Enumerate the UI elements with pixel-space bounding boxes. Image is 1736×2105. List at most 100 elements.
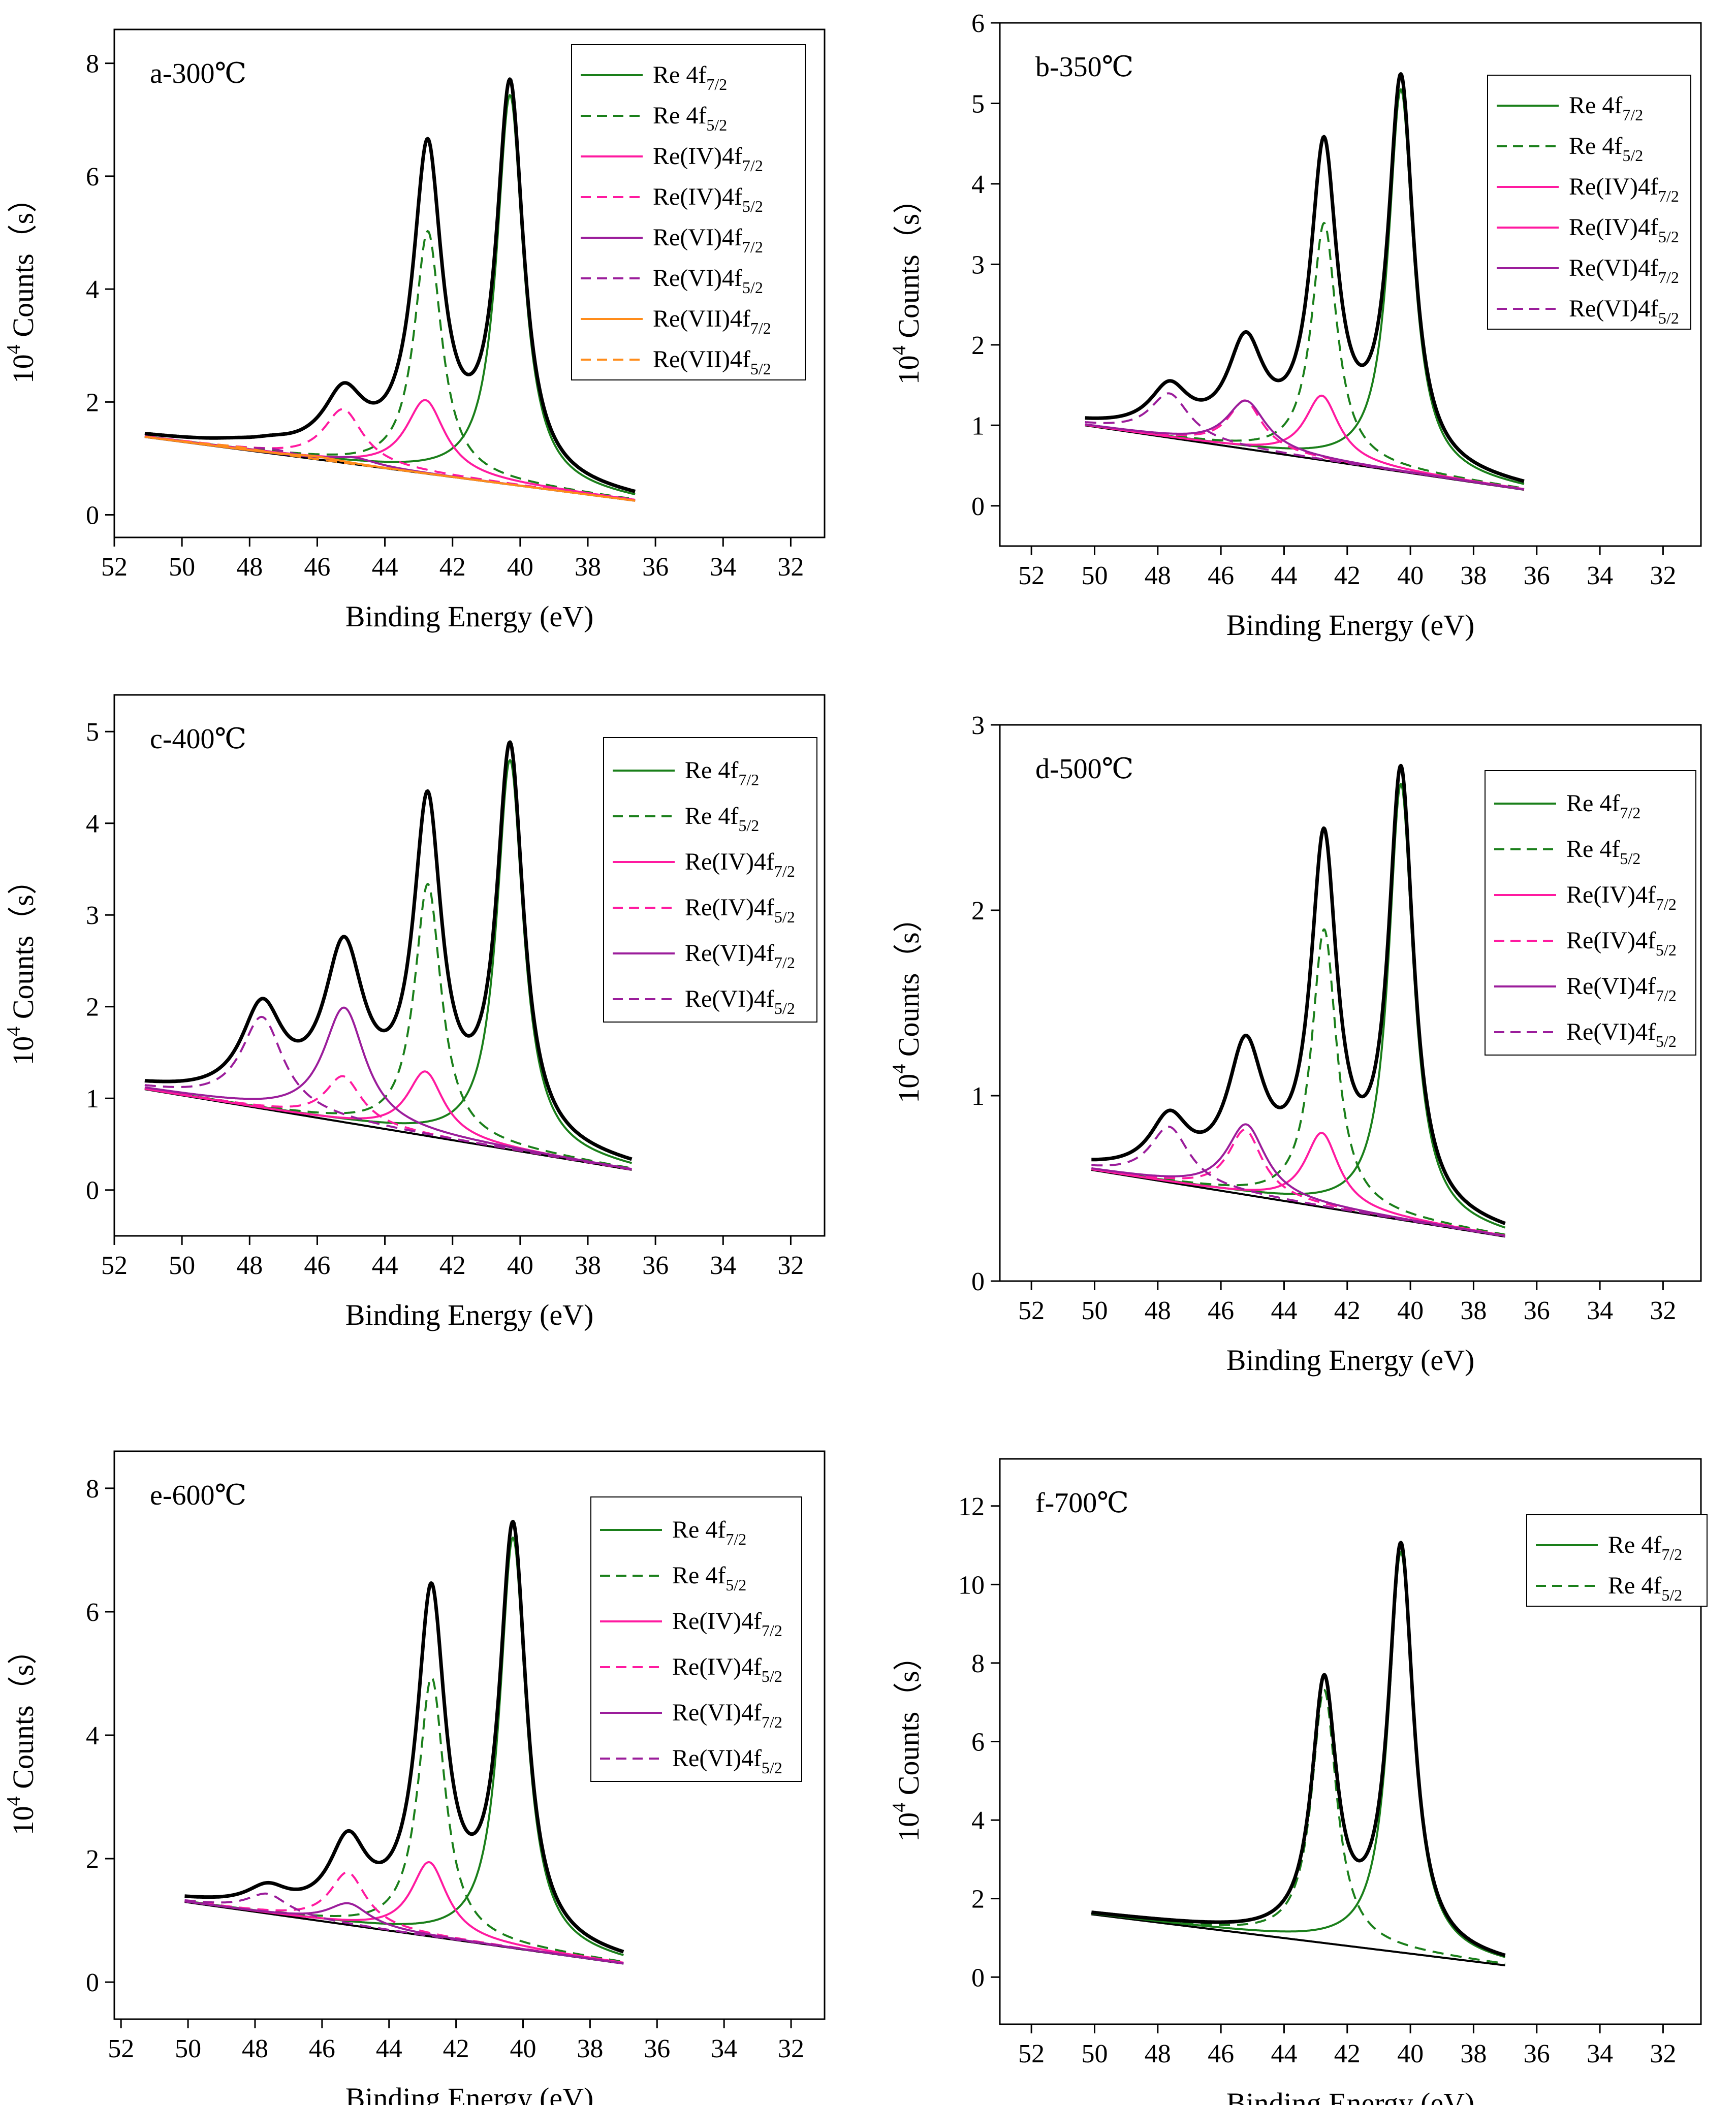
legend-box [1487,75,1691,330]
y-axis-label: 104 Counts（s） [3,183,40,384]
legend-label: Re 4f7/2 [685,757,759,789]
y-axis-label: 104 Counts（s） [3,1635,40,1835]
envelope-curve [1090,1541,1506,1957]
x-axis-label: Binding Energy (eV) [345,1298,594,1331]
panel-label: b-350℃ [1035,51,1133,83]
x-tick-label: 38 [575,553,601,582]
x-tick-label: 46 [304,553,330,582]
peak-vi-7-2 [1085,399,1525,491]
x-tick-label: 36 [1524,561,1550,590]
y-tick-label: 1 [971,1082,985,1111]
x-tick-label: 38 [1460,1296,1487,1325]
y-tick-label: 2 [971,897,985,926]
x-tick-label: 34 [1587,1296,1613,1325]
plot-frame [999,724,1702,1282]
x-tick-label: 44 [372,553,398,582]
x-tick-label: 44 [372,1251,398,1280]
x-tick-label: 34 [1587,561,1613,590]
peak-iv-7-2 [1091,1132,1505,1237]
y-tick-label: 4 [971,170,985,199]
x-tick-label: 42 [1334,561,1361,590]
x-tick-label: 52 [1018,1296,1045,1325]
x-tick-label: 32 [777,1251,804,1280]
x-axis-label: Binding Energy (eV) [345,600,594,633]
y-tick-label: 2 [86,993,99,1022]
x-tick-label: 32 [778,2034,804,2063]
x-tick-label: 44 [1271,1296,1297,1325]
x-tick-label: 42 [439,553,466,582]
envelope-curve [1090,763,1506,1225]
y-tick-label: 6 [86,1598,99,1627]
x-axis-label: Binding Energy (eV) [1226,2087,1475,2105]
legend-label: Re(IV)4f7/2 [685,848,795,880]
y-tick-label: 1 [971,411,985,440]
y-tick-label: 4 [971,1806,985,1835]
peak-vi-5-2 [1091,1126,1505,1237]
legend: Re 4f7/2Re 4f5/2Re(IV)4f7/2Re(IV)4f5/2Re… [571,44,806,380]
y-tick-label: 8 [86,1475,99,1504]
legend: Re 4f7/2Re 4f5/2Re(IV)4f7/2Re(IV)4f5/2Re… [603,737,817,1023]
legend-box [1526,1514,1708,1607]
y-tick-label: 0 [86,1968,99,1997]
y-axis-label: 104 Counts（s） [889,903,925,1103]
x-tick-label: 38 [1460,2039,1487,2068]
x-tick-label: 40 [510,2034,536,2063]
y-tick-label: 12 [958,1492,985,1521]
x-tick-label: 40 [1397,561,1424,590]
peak-metal-7-2 [144,94,636,496]
x-tick-label: 46 [304,1251,330,1280]
peak-vii-5-2 [144,435,636,502]
y-tick-label: 4 [86,275,99,304]
x-tick-label: 50 [1081,561,1108,590]
peak-metal-5-2 [144,230,636,500]
x-axis-label: Binding Energy (eV) [1226,609,1475,642]
peak-vi-5-2 [1085,392,1525,491]
panel-label: c-400℃ [150,723,246,755]
x-tick-label: 50 [1081,2039,1108,2068]
x-tick-label: 52 [1018,2039,1045,2068]
y-axis-label: 104 Counts（s） [889,184,925,385]
x-tick-label: 34 [1587,2039,1613,2068]
y-tick-label: 4 [86,810,99,839]
peak-metal-7-2 [1085,88,1525,485]
x-tick-label: 42 [439,1251,466,1280]
peak-metal-7-2 [144,759,633,1164]
peak-metal-7-2 [1091,783,1506,1229]
legend: Re 4f7/2Re 4f5/2Re(IV)4f7/2Re(IV)4f5/2Re… [1487,75,1691,330]
legend-label: Re 4f7/2 [1566,790,1640,822]
x-tick-label: 48 [236,1251,263,1280]
peak-metal-7-2 [184,1536,624,1956]
x-tick-label: 46 [1208,1296,1234,1325]
x-tick-label: 38 [575,1251,601,1280]
y-tick-label: 2 [971,331,985,360]
plot-frame [113,694,826,1237]
envelope-curve [1084,72,1525,483]
legend-label: Re 4f7/2 [1608,1532,1682,1564]
panel-label: d-500℃ [1035,753,1133,785]
x-tick-label: 44 [1271,561,1297,590]
peak-vi-5-2 [144,1015,632,1171]
x-tick-label: 36 [642,1251,669,1280]
y-tick-label: 0 [86,1176,99,1205]
x-tick-label: 40 [1397,1296,1424,1325]
x-tick-label: 46 [309,2034,335,2063]
y-tick-label: 6 [971,1728,985,1757]
peak-iv-7-2 [184,1861,624,1964]
y-axis-label: 104 Counts（s） [889,1641,925,1841]
y-tick-label: 0 [86,501,99,530]
plot-frame [113,28,826,538]
x-tick-label: 40 [1397,2039,1424,2068]
x-tick-label: 40 [507,1251,533,1280]
y-tick-label: 8 [86,50,99,79]
legend: Re 4f7/2Re 4f5/2Re(IV)4f7/2Re(IV)4f5/2Re… [1485,770,1696,1056]
y-tick-label: 3 [971,250,985,279]
y-tick-label: 3 [86,901,99,930]
x-axis-label: Binding Energy (eV) [345,2082,594,2105]
panel-label: a-300℃ [150,58,246,89]
x-tick-label: 32 [1650,2039,1676,2068]
y-tick-label: 8 [971,1649,985,1678]
